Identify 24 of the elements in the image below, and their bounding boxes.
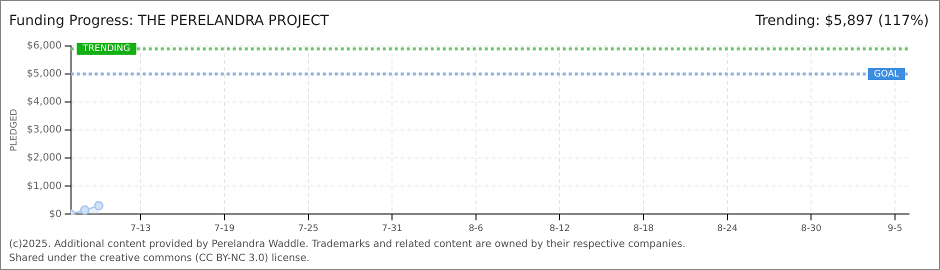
- x-tick-label: 8-12: [550, 224, 570, 234]
- chart-subtitle: Trending: $5,897 (117%): [755, 13, 929, 29]
- x-tick-label: 7-25: [298, 224, 318, 234]
- text: (c)2025. Additional content provided by Perelandra Waddle. Trademarks and related content are owned by their respective companies.: [9, 238, 686, 252]
- y-tick-label: $3,000: [26, 124, 62, 136]
- chart-title: Funding Progress: THE PERELANDRA PROJECT: [9, 13, 329, 29]
- y-tick-label: $4,000: [26, 96, 62, 108]
- x-tick-label: 7-13: [130, 224, 151, 234]
- x-tick-label: 7-19: [214, 224, 235, 234]
- x-tick-label: 8-6: [468, 224, 484, 234]
- y-tick-label: $2,000: [26, 152, 62, 164]
- x-tick-label: 9-5: [888, 224, 902, 234]
- x-tick-label: 7-31: [382, 224, 402, 234]
- y-tick-label: $5,000: [26, 68, 62, 80]
- ref-line-label: TRENDING: [82, 44, 130, 54]
- y-tick-label: $1,000: [26, 180, 62, 192]
- y-tick-label: $6,000: [26, 40, 62, 52]
- x-tick-label: 8-30: [800, 224, 822, 234]
- ref-line-label: GOAL: [874, 69, 900, 80]
- y-axis-title: PLEDGED: [10, 108, 20, 152]
- x-tick-label: 8-18: [633, 224, 654, 234]
- text: Shared under the creative commons (CC BY-NC 3.0) license.: [9, 252, 311, 266]
- y-tick-label: $0: [49, 208, 62, 220]
- x-tick-label: 8-24: [717, 224, 738, 234]
